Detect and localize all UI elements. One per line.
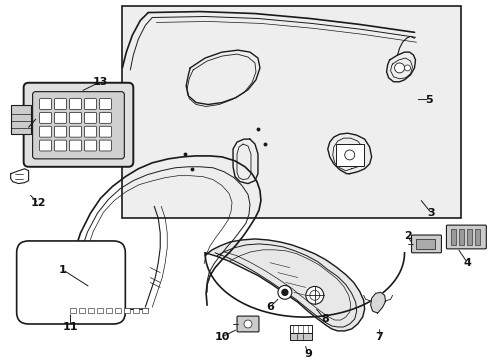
FancyBboxPatch shape xyxy=(54,99,67,109)
FancyBboxPatch shape xyxy=(84,112,97,123)
Text: 9: 9 xyxy=(304,348,312,359)
Polygon shape xyxy=(205,239,365,331)
FancyBboxPatch shape xyxy=(54,140,67,151)
Text: 1: 1 xyxy=(59,265,66,275)
FancyBboxPatch shape xyxy=(99,99,111,109)
Bar xyxy=(89,308,95,313)
Bar xyxy=(79,308,85,313)
Circle shape xyxy=(278,285,292,299)
FancyBboxPatch shape xyxy=(84,99,97,109)
Bar xyxy=(133,308,139,313)
FancyBboxPatch shape xyxy=(446,225,486,249)
Bar xyxy=(122,6,462,218)
FancyBboxPatch shape xyxy=(99,126,111,137)
Text: 2: 2 xyxy=(404,231,412,241)
FancyBboxPatch shape xyxy=(84,126,97,137)
FancyBboxPatch shape xyxy=(40,126,51,137)
FancyBboxPatch shape xyxy=(70,126,81,137)
Bar xyxy=(451,229,456,245)
Bar xyxy=(98,308,103,313)
Bar xyxy=(475,229,480,245)
Bar xyxy=(115,308,122,313)
FancyBboxPatch shape xyxy=(412,235,441,253)
FancyBboxPatch shape xyxy=(70,140,81,151)
Bar xyxy=(142,308,148,313)
FancyBboxPatch shape xyxy=(54,112,67,123)
Text: 10: 10 xyxy=(215,332,230,342)
Bar xyxy=(467,229,472,245)
FancyBboxPatch shape xyxy=(40,112,51,123)
FancyBboxPatch shape xyxy=(24,83,133,167)
Text: 6: 6 xyxy=(266,302,274,312)
Bar xyxy=(106,308,112,313)
Circle shape xyxy=(345,150,355,160)
Text: 7: 7 xyxy=(376,332,384,342)
FancyBboxPatch shape xyxy=(84,140,97,151)
Text: 8: 8 xyxy=(321,314,329,324)
Circle shape xyxy=(282,289,288,295)
FancyBboxPatch shape xyxy=(40,140,51,151)
Circle shape xyxy=(244,320,252,328)
Circle shape xyxy=(405,65,411,71)
FancyBboxPatch shape xyxy=(99,112,111,123)
Circle shape xyxy=(306,287,324,304)
Bar xyxy=(124,308,130,313)
FancyBboxPatch shape xyxy=(237,316,259,332)
Text: 12: 12 xyxy=(31,198,47,208)
Text: 3: 3 xyxy=(428,208,435,218)
Circle shape xyxy=(394,63,405,73)
FancyBboxPatch shape xyxy=(70,112,81,123)
FancyBboxPatch shape xyxy=(70,99,81,109)
Bar xyxy=(11,104,30,134)
Text: 11: 11 xyxy=(63,322,78,332)
Bar xyxy=(416,239,436,249)
Bar xyxy=(71,308,76,313)
FancyBboxPatch shape xyxy=(17,241,125,324)
Bar xyxy=(460,229,465,245)
Text: 5: 5 xyxy=(426,95,433,104)
Bar xyxy=(290,333,312,340)
FancyBboxPatch shape xyxy=(40,99,51,109)
FancyBboxPatch shape xyxy=(33,92,124,159)
Polygon shape xyxy=(370,292,386,313)
Text: 4: 4 xyxy=(464,258,471,268)
Bar xyxy=(290,325,312,333)
Bar xyxy=(336,144,364,166)
FancyBboxPatch shape xyxy=(99,140,111,151)
FancyBboxPatch shape xyxy=(54,126,67,137)
Text: 13: 13 xyxy=(93,77,108,87)
